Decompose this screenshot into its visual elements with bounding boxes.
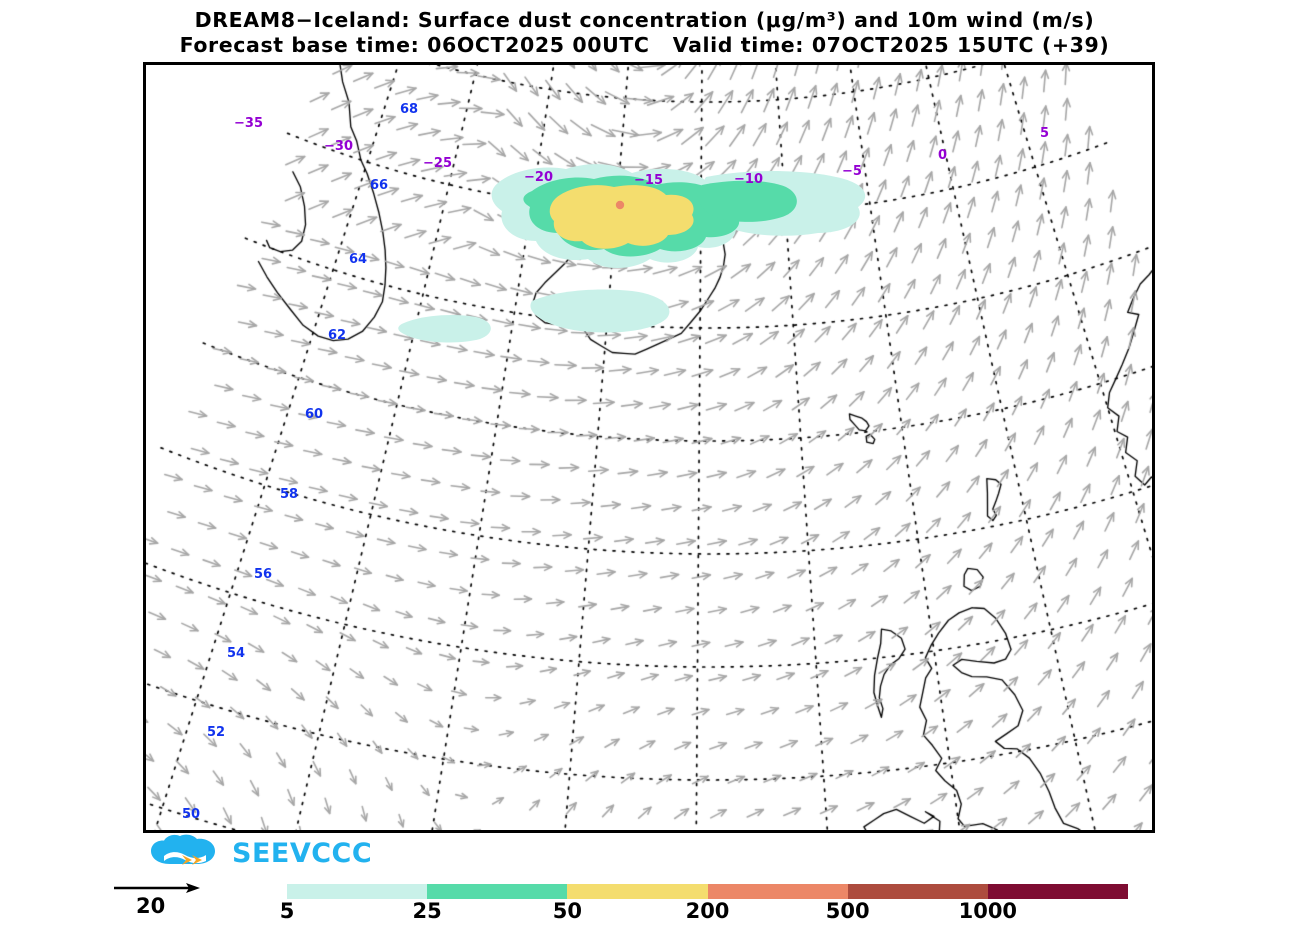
colorbar-tick-label: 5 bbox=[279, 899, 295, 923]
title-line-2: Forecast base time: 06OCT2025 00UTC Vali… bbox=[179, 33, 1110, 57]
wind-vector-field bbox=[146, 65, 1152, 830]
wind-vector-reference: 20 bbox=[112, 880, 232, 924]
colorbar-tick-label: 500 bbox=[825, 899, 870, 923]
wind-vector-arrow-icon bbox=[114, 883, 200, 893]
colorbar-segment bbox=[427, 884, 568, 899]
colorbar-tick-label: 25 bbox=[412, 899, 442, 923]
seevccc-logo-text: SEEVCCC bbox=[232, 837, 373, 869]
dust-concentration-colorbar-ticks: 5 25 50 200 500 1000 bbox=[280, 899, 1128, 929]
colorbar-segment bbox=[287, 884, 428, 899]
page-title: DREAM8−Iceland: Surface dust concentrati… bbox=[0, 8, 1289, 58]
colorbar-tick-label: 200 bbox=[685, 899, 730, 923]
map-plot-area[interactable]: −35 −30 −25 −20 −15 −10 −5 0 5 68 66 64 62 60 58 56 54 5… bbox=[143, 62, 1155, 833]
colorbar-segment bbox=[707, 884, 848, 899]
title-line-1: DREAM8−Iceland: Surface dust concentrati… bbox=[194, 8, 1095, 32]
colorbar-segment bbox=[567, 884, 708, 899]
cloud-arrow-icon bbox=[151, 834, 215, 865]
wind-vector-reference-label: 20 bbox=[136, 894, 166, 918]
colorbar-tick-label: 50 bbox=[552, 899, 582, 923]
colorbar-tick-label: 1000 bbox=[958, 899, 1018, 923]
colorbar-segment bbox=[987, 884, 1129, 899]
seevccc-logo[interactable]: SEEVCCC bbox=[148, 833, 372, 873]
dust-concentration-colorbar bbox=[287, 884, 1129, 899]
colorbar-segment bbox=[847, 884, 988, 899]
